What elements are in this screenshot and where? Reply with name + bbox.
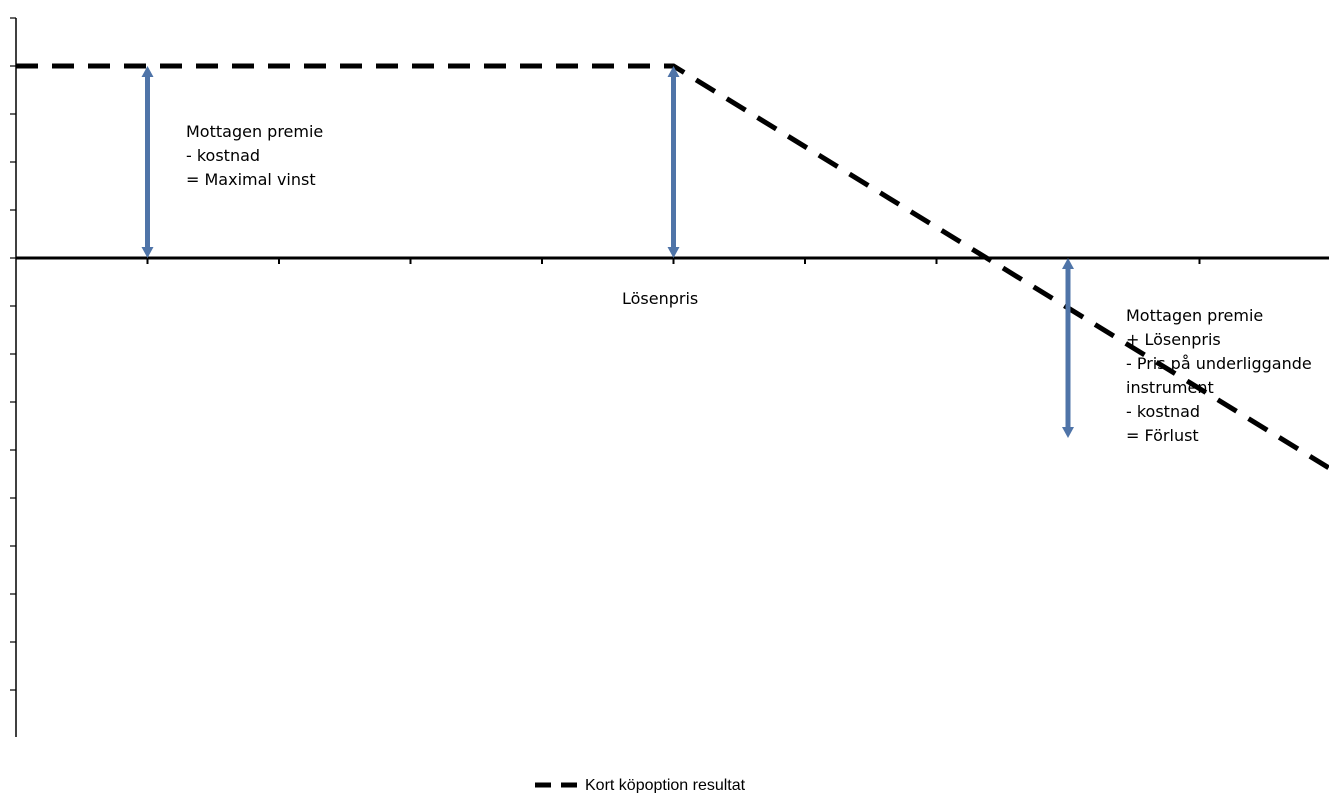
arrow-shaft [1065, 266, 1071, 430]
loss-line-1: Mottagen premie [1126, 306, 1263, 325]
max-gain-line-2: - kostnad [186, 146, 260, 165]
legend: Kort köpoption resultat [535, 777, 746, 793]
double-arrow-0 [141, 66, 154, 258]
arrow-shaft [145, 74, 150, 250]
loss-line-6: = Förlust [1126, 426, 1199, 445]
axes [10, 17, 1329, 737]
loss-line-5: - kostnad [1126, 402, 1200, 421]
arrow-head-bottom [1062, 427, 1074, 438]
arrow-head-bottom [667, 247, 680, 258]
double-arrow-2 [1062, 258, 1074, 438]
strike-price-label: Lösenpris [622, 289, 698, 308]
loss-line-3: - Pris på underliggande [1126, 354, 1312, 373]
arrow-head-bottom [141, 247, 154, 258]
arrow-shaft [671, 74, 676, 250]
arrow-head-top [141, 66, 154, 77]
arrow-head-top [667, 66, 680, 77]
max-gain-line-3: = Maximal vinst [186, 170, 316, 189]
arrow-layer [141, 66, 1074, 438]
loss-line-2: + Lösenpris [1126, 330, 1221, 349]
double-arrow-1 [667, 66, 680, 258]
legend-label: Kort köpoption resultat [585, 777, 746, 793]
max-gain-line-1: Mottagen premie [186, 122, 323, 141]
loss-line-4: instrument [1126, 378, 1214, 397]
arrow-head-top [1062, 258, 1074, 269]
